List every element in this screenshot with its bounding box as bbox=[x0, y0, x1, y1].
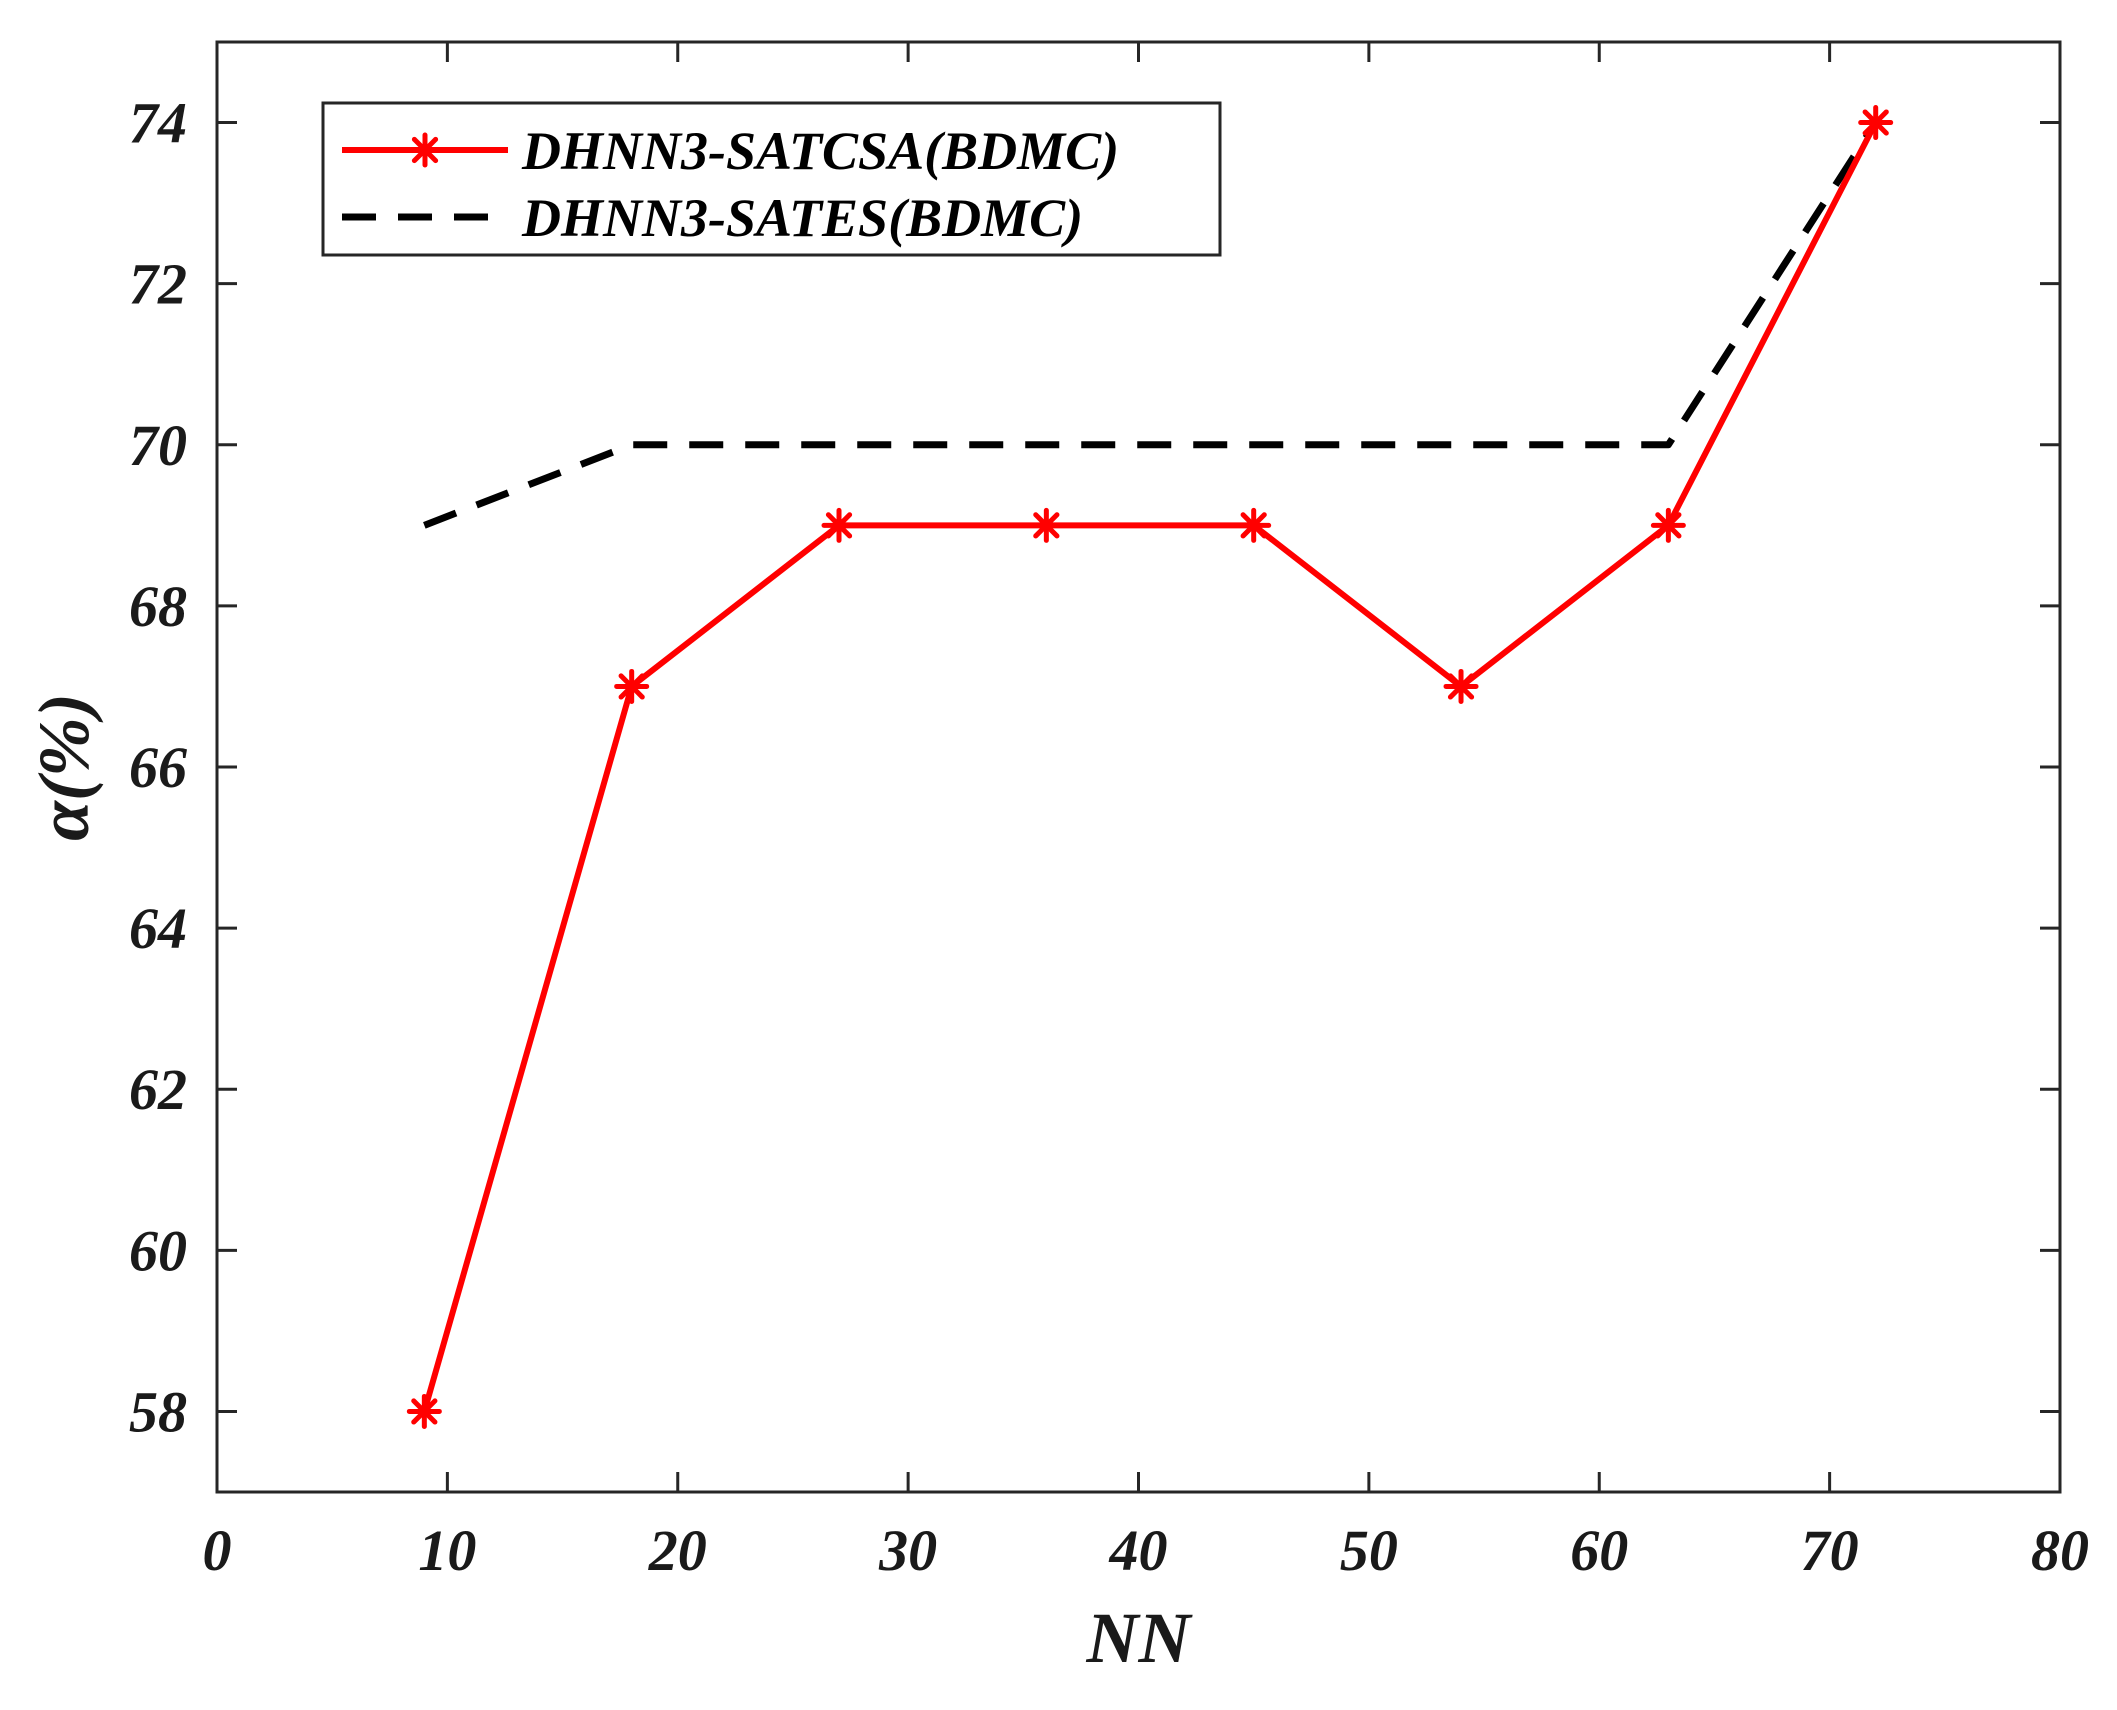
legend-asterisk bbox=[407, 132, 443, 168]
x-tick-label: 20 bbox=[648, 1518, 707, 1583]
y-tick-label: 68 bbox=[129, 574, 187, 639]
y-tick-label: 64 bbox=[129, 896, 187, 961]
series-layer bbox=[406, 105, 1894, 1429]
data-point-dhnn3-satcsa bbox=[1858, 105, 1894, 141]
data-point-dhnn3-satcsa bbox=[1443, 668, 1479, 704]
y-tick-label: 72 bbox=[129, 252, 187, 317]
x-tick-label: 0 bbox=[203, 1518, 232, 1583]
x-tick-label: 80 bbox=[2031, 1518, 2089, 1583]
legend-label-dhnn3-satcsa: DHNN3-SATCSA(BDMC) bbox=[521, 121, 1119, 181]
tick-layer bbox=[215, 42, 2062, 1492]
series-line-dhnn3-satcsa bbox=[421, 121, 1879, 1413]
data-point-dhnn3-satcsa bbox=[1236, 507, 1272, 543]
legend-label-dhnn3-sates: DHNN3-SATES(BDMC) bbox=[521, 188, 1083, 248]
legend-marker-dhnn3-satcsa bbox=[407, 132, 443, 168]
data-point-dhnn3-satcsa bbox=[406, 1393, 442, 1429]
y-axis-title: α(%) bbox=[24, 693, 104, 841]
data-point-dhnn3-satcsa bbox=[821, 507, 857, 543]
x-tick-label: 60 bbox=[1570, 1518, 1628, 1583]
x-axis-title: NN bbox=[1086, 1598, 1194, 1678]
x-tick-label: 40 bbox=[1109, 1518, 1168, 1583]
y-tick-label: 70 bbox=[129, 413, 187, 478]
data-point-dhnn3-satcsa bbox=[614, 668, 650, 704]
legend-box bbox=[321, 101, 1222, 257]
x-tick-labels: 0 10 20 30 40 50 60 70 80 bbox=[203, 1518, 2090, 1583]
y-tick-labels: 58 60 62 64 66 68 70 72 74 bbox=[129, 91, 187, 1445]
y-tick-label: 62 bbox=[129, 1057, 187, 1122]
y-tick-label: 60 bbox=[129, 1218, 187, 1283]
x-tick-label: 50 bbox=[1340, 1518, 1398, 1583]
data-point-dhnn3-satcsa bbox=[1028, 507, 1064, 543]
y-tick-label: 66 bbox=[129, 735, 187, 800]
x-tick-label: 70 bbox=[1801, 1518, 1859, 1583]
legend: DHNN3-SATCSA(BDMC) DHNN3-SATES(BDMC) bbox=[321, 101, 1222, 257]
y-tick-label: 74 bbox=[129, 91, 187, 156]
data-point-dhnn3-satcsa bbox=[1650, 507, 1686, 543]
x-tick-label: 10 bbox=[418, 1518, 476, 1583]
y-tick-label: 58 bbox=[129, 1379, 187, 1444]
x-tick-label: 30 bbox=[878, 1518, 937, 1583]
series-line-dhnn3-sates bbox=[423, 120, 1879, 529]
